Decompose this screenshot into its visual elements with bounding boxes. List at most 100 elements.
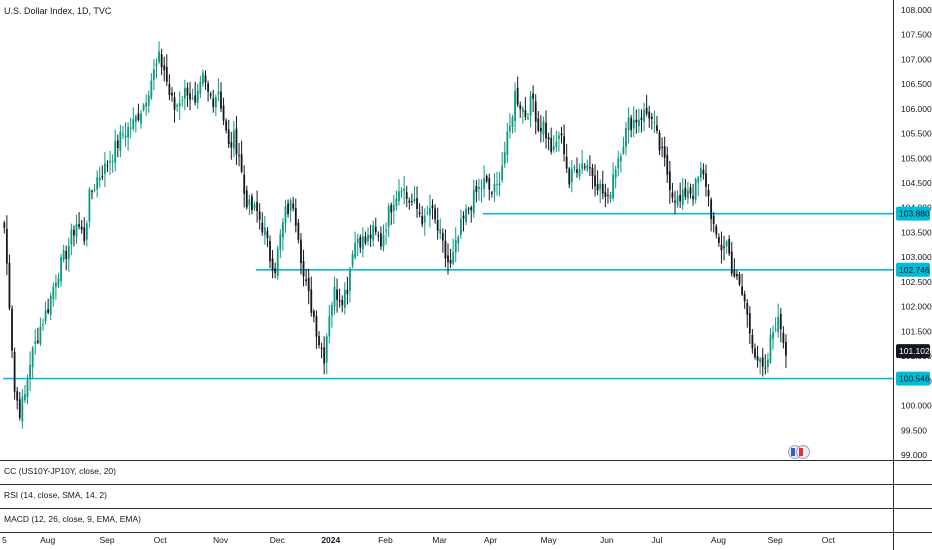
candle-body [490,192,493,194]
candle [459,209,462,239]
candle-body [759,358,762,363]
candle [320,342,323,359]
candle-body [111,160,114,162]
candle [454,227,457,263]
candle [328,304,331,343]
candle-body [462,215,465,219]
candle [725,239,728,254]
candle-body [509,125,511,132]
candle [202,69,204,87]
candle [594,164,596,197]
candle [416,186,418,218]
candle-body [287,203,289,215]
candle [699,162,702,182]
candle [681,178,684,211]
candle [196,83,199,110]
event-icons[interactable] [788,445,810,459]
candle [194,81,197,106]
candle-body [266,231,269,238]
candle [643,102,645,132]
candle [648,105,651,128]
candle [361,227,364,258]
candle [114,129,117,172]
time-tick-label: 2024 [321,535,340,545]
candle [294,198,297,233]
candle-body [751,334,754,349]
candle [315,310,318,349]
flag-icon [791,448,795,456]
candle-body [153,69,155,81]
chart-title: U.S. Dollar Index, 1D, TVC [4,6,112,16]
candle-body [457,236,460,244]
candle-body [444,240,447,259]
candle [769,328,772,364]
candle [498,171,501,197]
candle-body [506,131,509,155]
candle [746,299,749,328]
time-axis[interactable]: 5 Aug Sep Oct Nov Dec 2024 Feb Mar Apr May Jun Jul Au… [2,535,836,545]
candle [284,199,287,233]
candle [310,276,313,317]
candle [248,194,251,216]
indicator-rsi-label[interactable]: RSI (14, close, SMA, 14, 2) [4,490,107,500]
time-tick-label: Nov [213,535,229,545]
candle-body [333,286,336,307]
candle-body [717,236,720,243]
candle [705,164,707,197]
candle-body [336,289,338,300]
candle-body [568,168,571,185]
candle-body [403,188,406,192]
candle-body [581,163,584,169]
horizontal-levels[interactable] [3,212,893,380]
candle-body [736,273,738,277]
indicator-macd-label[interactable]: MACD (12, 26, close, 9, EMA, EMA) [4,514,141,524]
candle-body [627,117,630,131]
indicator-cc-label[interactable]: CC (US10Y-JP10Y, close, 20) [4,466,116,476]
candle [18,391,21,421]
candle [269,235,271,269]
candle-body [24,394,26,401]
candle-body [377,235,380,237]
candle-body [723,246,725,248]
candle-body [227,129,230,145]
candle-body [382,234,385,247]
candle [493,172,496,202]
candle-body [493,183,496,192]
candle-body [607,194,609,196]
candle-body [134,116,137,122]
candle-body [426,212,429,214]
candle [558,131,560,152]
price-tick-label: 106.000 [901,104,932,114]
candle-body [225,120,228,131]
candle-body [730,251,733,274]
candle [759,356,762,375]
candle-body [534,101,537,122]
candle [697,175,700,197]
candle [67,237,70,272]
candle-body [263,227,266,236]
candle [764,354,767,375]
candle-body [599,183,602,190]
candle-body [699,168,702,178]
candle [109,150,111,175]
candle-body [441,232,444,241]
candle-body [258,211,261,220]
candle-body [617,158,620,169]
candle [488,173,491,201]
candle-body [323,347,326,364]
candle [158,41,160,64]
candle-body [671,192,674,198]
price-axis[interactable]: 99.00099.500100.000100.500101.000101.500… [901,5,932,460]
candle-body [697,177,700,183]
candle-body [532,93,535,99]
candle-body [687,190,689,199]
candle-body [230,142,233,148]
candle [279,229,282,259]
candle-body [764,367,767,369]
candle-body [124,135,127,138]
candle-body [189,93,191,100]
candle-body [67,245,70,260]
candle [614,165,617,189]
candle-body [398,191,400,202]
